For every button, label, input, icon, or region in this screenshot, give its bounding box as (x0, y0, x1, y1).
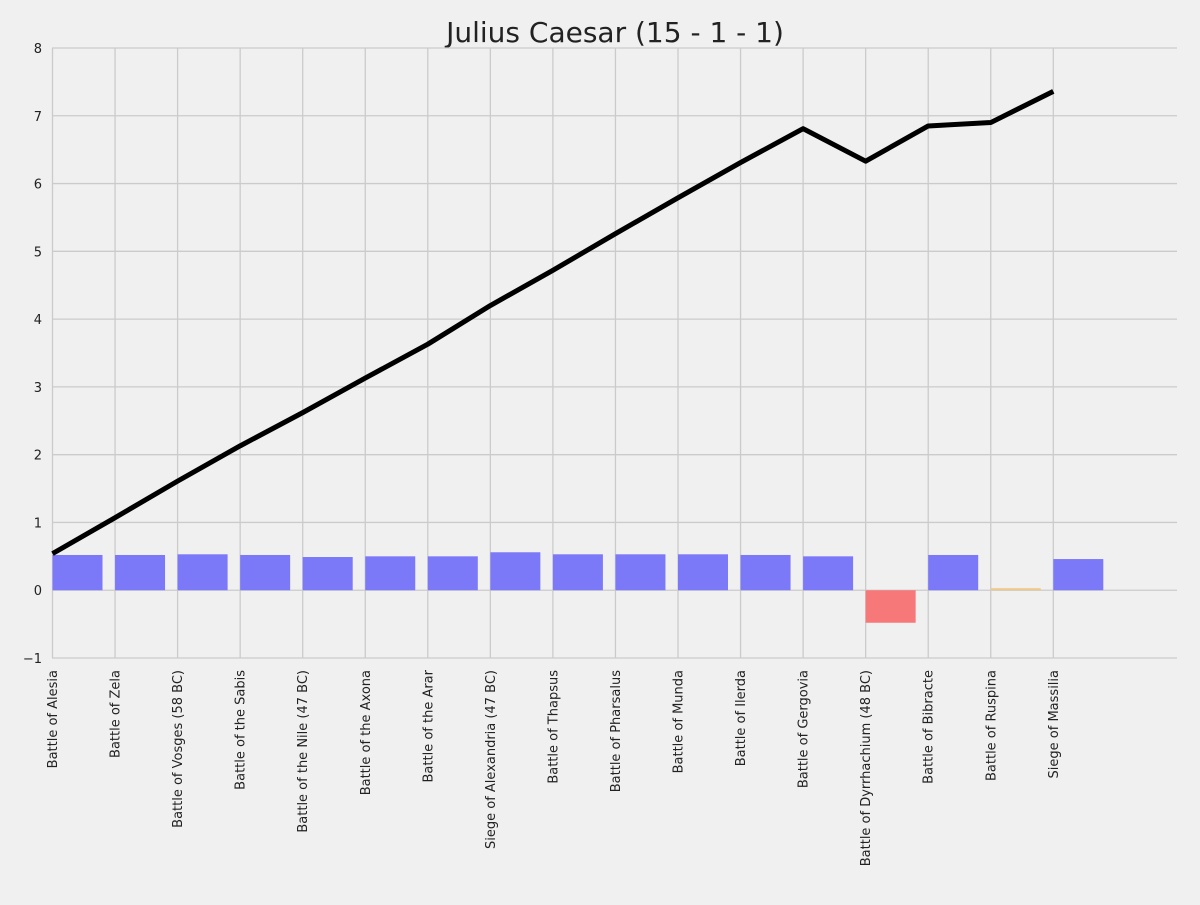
y-axis-tick-labels: 8 7 6 5 4 3 2 1 0 −1 (23, 42, 42, 667)
y-tick-label: 6 (34, 178, 42, 193)
bar (928, 554, 979, 591)
bar (177, 554, 228, 591)
bar (615, 554, 666, 591)
x-tick-label: Battle of Alesia (46, 670, 61, 768)
bar (803, 556, 854, 591)
x-tick-label: Battle of Ilerda (734, 670, 749, 766)
x-tick-label: Battle of Zela (109, 670, 124, 758)
bar (552, 554, 603, 591)
y-tick-label: 2 (34, 449, 42, 464)
x-tick-label: Battle of Gergovia (797, 670, 812, 788)
x-tick-label: Battle of Thapsus (546, 670, 561, 784)
x-tick-label: Battle of Munda (672, 670, 687, 773)
bar (427, 556, 478, 591)
x-tick-label: Battle of the Nile (47 BC) (296, 670, 311, 833)
y-tick-label: −1 (23, 652, 42, 667)
bar (115, 554, 166, 591)
x-tick-label: Battle of the Axona (359, 670, 374, 795)
bar (302, 557, 353, 591)
y-tick-label: 1 (34, 516, 42, 531)
bar (490, 552, 541, 591)
line-path (51, 89, 1055, 556)
x-tick-label: Battle of Bibracte (922, 670, 937, 784)
x-tick-label: Battle of Ruspina (984, 670, 999, 781)
y-tick-label: 0 (34, 584, 42, 599)
x-tick-label: Battle of the Sabis (234, 670, 249, 790)
x-tick-label: Battle of Dyrrhachium (48 BC) (859, 670, 874, 866)
x-tick-label: Battle of Vosges (58 BC) (171, 670, 186, 828)
x-tick-label: Battle of Pharsalus (609, 670, 624, 792)
y-tick-label: 8 (34, 42, 42, 57)
bar (678, 554, 728, 591)
x-tick-label: Siege of Alexandria (47 BC) (484, 670, 499, 849)
x-tick-label: Siege of Massilia (1047, 670, 1062, 778)
bar (865, 590, 916, 623)
y-tick-label: 3 (34, 381, 42, 396)
x-tick-label: Battle of the Arar (421, 669, 436, 782)
bar (1053, 559, 1104, 591)
x-axis-tick-labels: Battle of Alesia Battle of Zela Battle of … (46, 669, 1062, 866)
bar (740, 554, 791, 591)
y-tick-label: 5 (34, 245, 42, 260)
bar (52, 554, 103, 591)
bar (365, 556, 416, 591)
y-tick-label: 4 (34, 313, 42, 328)
bar (240, 554, 291, 591)
bar-series (52, 552, 1104, 623)
chart-title: Julius Caesar (15 - 1 - 1) (444, 16, 784, 49)
bar (990, 588, 1041, 591)
y-tick-label: 7 (34, 110, 42, 125)
cumulative-line-series (51, 89, 1055, 556)
